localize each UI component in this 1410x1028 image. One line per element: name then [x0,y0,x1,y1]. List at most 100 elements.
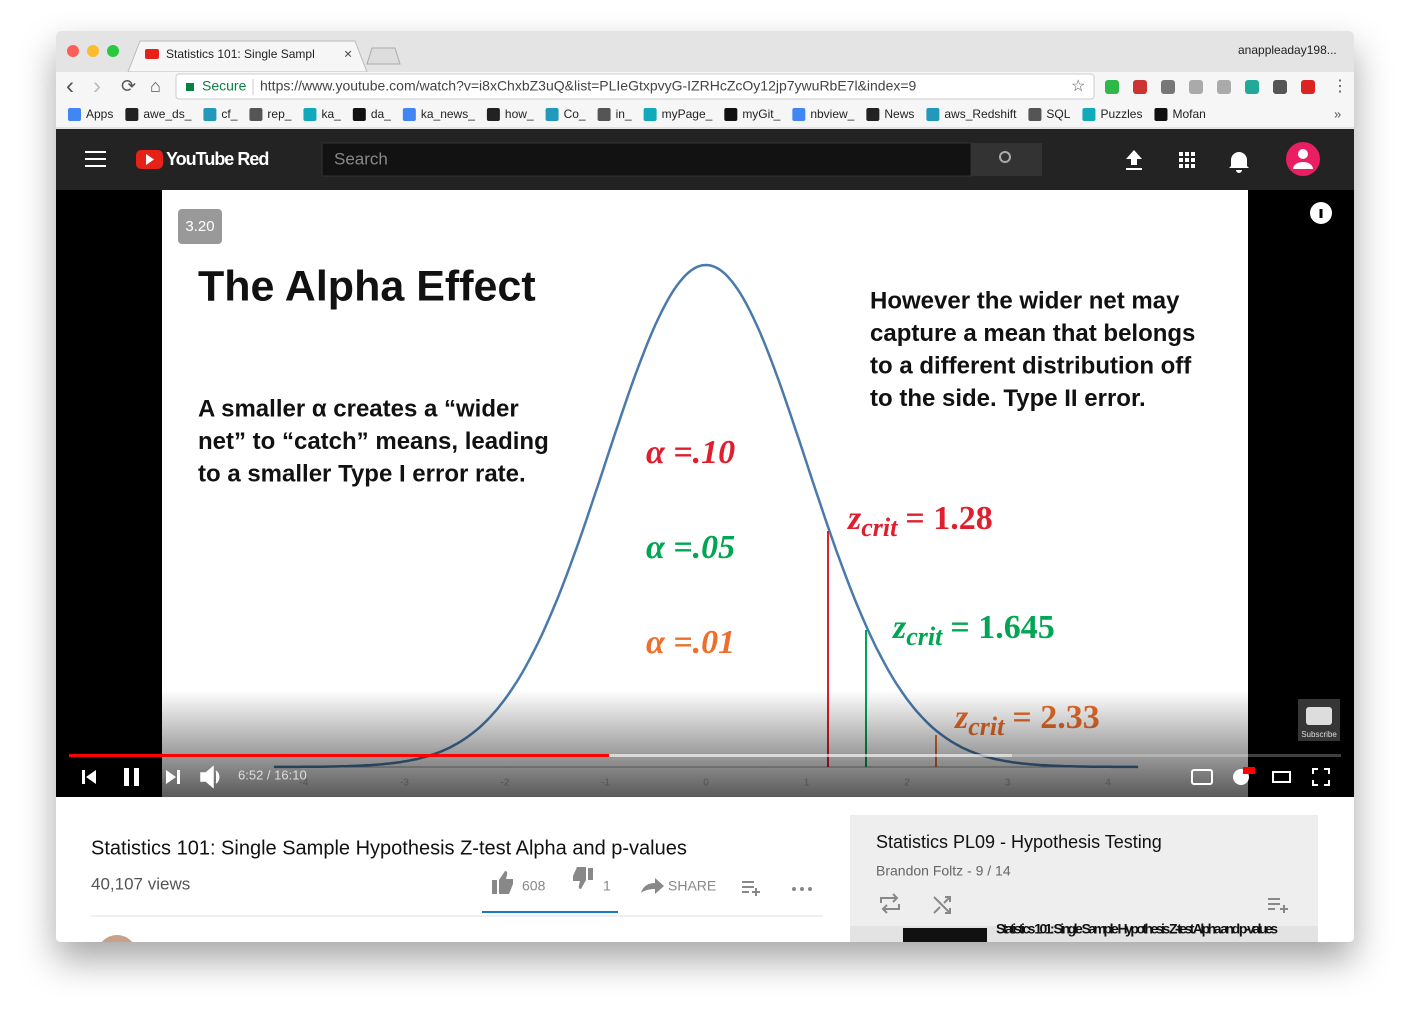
tab-close[interactable]: × [344,46,352,62]
menu-bar[interactable] [85,158,106,160]
address-bar[interactable] [175,73,1095,100]
playlist-meta: Brandon Foltz - 9 / 14 [876,863,1011,879]
bookmark[interactable]: myPage_ [662,107,713,121]
apps-dot[interactable] [1191,164,1195,168]
channel-avatar[interactable] [97,935,137,975]
apps-dot[interactable] [1185,164,1189,168]
secure-label: Secure [202,78,247,94]
bookmark-icon [1154,108,1168,121]
control-fade [56,690,1354,797]
dislike-icon[interactable] [573,867,593,889]
apps-dot[interactable] [1185,158,1189,162]
apps-dot[interactable] [1185,152,1189,156]
nav-button[interactable]: ⟳ [121,76,136,96]
like-icon[interactable] [492,871,513,894]
bookmark[interactable]: in_ [616,107,632,121]
volume-button[interactable] [200,765,220,789]
apps-dot[interactable] [1191,158,1195,162]
bookmarks-more[interactable]: » [1334,106,1341,121]
more-dot[interactable] [792,887,796,891]
like-count: 608 [522,878,546,894]
add-to-icon[interactable] [742,881,760,896]
share-icon[interactable] [641,878,664,894]
more-dot[interactable] [800,887,804,891]
extension-icon[interactable] [1301,80,1315,94]
extension-icon[interactable] [1189,80,1203,94]
apps-dot[interactable] [1179,158,1183,162]
zcrit-value: = 1.645 [950,609,1054,646]
extension-icon[interactable] [1105,80,1119,94]
progress-played [69,754,609,757]
next-button[interactable] [166,770,180,784]
bookmark[interactable]: how_ [505,107,534,121]
extension-icon[interactable] [1217,80,1231,94]
window-button[interactable] [87,45,99,57]
nav-button[interactable]: ⌂ [150,76,161,96]
search-icon [999,151,1011,163]
bookmark[interactable]: ka_ [321,107,341,121]
bell-icon[interactable] [1229,152,1249,173]
menu-bar[interactable] [85,165,106,167]
window-button[interactable] [107,45,119,57]
window-button[interactable] [67,45,79,57]
bookmark[interactable]: nbview_ [810,107,854,121]
apps-dot[interactable] [1191,152,1195,156]
menu-icon[interactable]: ⋮ [1332,78,1348,95]
bookmark[interactable]: aws_Redshift [944,107,1017,121]
bookmark-icon [643,108,657,121]
menu-bar[interactable] [85,151,106,153]
search-button[interactable] [971,143,1042,176]
bookmark[interactable]: SQL [1046,107,1070,121]
apps-dot[interactable] [1179,152,1183,156]
loop-icon[interactable] [880,893,900,914]
bookmark[interactable]: Apps [86,107,113,121]
extension-icon[interactable] [1161,80,1175,94]
more-dot[interactable] [808,887,812,891]
zcrit-value: = 1.28 [905,500,992,537]
slide-right-text: However the wider net may [870,287,1180,314]
nav-button[interactable]: › [93,72,101,99]
shuffle-icon[interactable] [933,896,951,914]
yt-logo[interactable]: YouTube Red [166,149,269,169]
nav-button[interactable]: ‹ [66,72,74,99]
extension-icon[interactable] [1273,80,1287,94]
avatar-head [1298,149,1308,159]
search-box[interactable] [321,142,972,177]
new-tab[interactable] [366,47,401,65]
fullscreen-button[interactable] [1312,768,1330,786]
zcrit-var: z [847,500,862,537]
playlist-title[interactable]: Statistics PL09 - Hypothesis Testing [876,832,1162,852]
bookmark[interactable]: myGit_ [742,107,780,121]
bookmark[interactable]: Co_ [564,107,586,121]
apps-dot[interactable] [1179,164,1183,168]
pause-button[interactable] [124,768,139,786]
playlist-next-item[interactable]: Statistics 101: Single Sample Hypothesis… [996,921,1278,937]
url[interactable]: https://www.youtube.com/watch?v=i8xChxbZ… [260,78,917,94]
extension-icon[interactable] [1245,80,1259,94]
theater-button[interactable] [1272,771,1291,783]
bookmark[interactable]: Puzzles [1100,107,1142,121]
playlist-panel [850,815,1318,942]
bookmark[interactable]: awe_ds_ [143,107,191,121]
tab-title: Statistics 101: Single Sampl [166,47,315,61]
bookmark[interactable]: News [884,107,914,121]
bookmark[interactable]: ka_news_ [421,107,475,121]
bookmark[interactable]: rep_ [267,107,291,121]
bookmark[interactable]: Mofan [1172,107,1205,121]
cc-button[interactable] [1191,769,1213,785]
star-icon[interactable]: ☆ [1071,78,1085,95]
prev-button[interactable] [82,770,96,784]
playlist-save-icon[interactable] [1268,898,1288,913]
slide-right-text: capture a mean that belongs [870,320,1195,347]
bookmark[interactable]: da_ [371,107,391,121]
bookmark[interactable]: cf_ [221,107,237,121]
share-label[interactable]: SHARE [668,878,716,894]
time-display: 6:52 / 16:10 [238,767,307,782]
subscribe-label[interactable]: Subscribe [1301,730,1337,739]
subscribe-icon [1306,707,1332,725]
upload-icon[interactable] [1126,150,1142,170]
extension-icon[interactable] [1133,80,1147,94]
slide-number-box [178,209,222,244]
